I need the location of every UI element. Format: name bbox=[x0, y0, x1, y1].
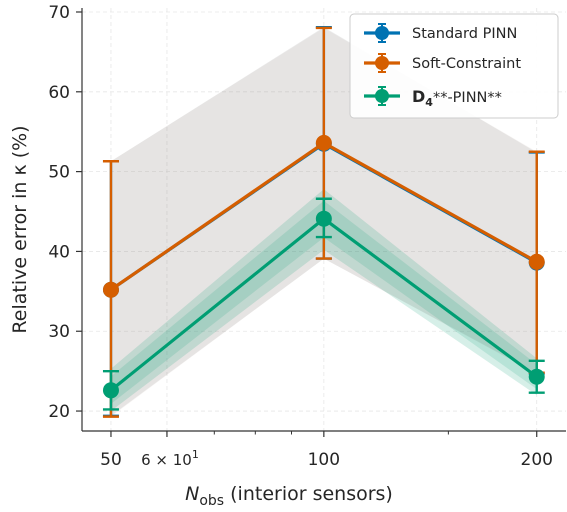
y-tick-label: 30 bbox=[48, 322, 70, 342]
legend-item: Soft-Constraint bbox=[364, 53, 521, 73]
y-axis-label: Relative error in κ (%) bbox=[9, 125, 31, 333]
legend-marker bbox=[375, 26, 389, 40]
data-point bbox=[102, 281, 119, 298]
inner-band bbox=[110, 200, 537, 404]
legend-label: D4**-PINN** bbox=[412, 87, 502, 109]
data-point bbox=[102, 382, 119, 399]
x-tick-label: 100 bbox=[308, 450, 340, 470]
y-tick-label: 20 bbox=[48, 402, 70, 422]
y-tick-label: 60 bbox=[48, 83, 70, 103]
legend-item: Standard PINN bbox=[364, 23, 517, 43]
series-group bbox=[102, 197, 545, 411]
legend-marker bbox=[375, 89, 389, 103]
legend-item: D4**-PINN** bbox=[364, 86, 502, 109]
data-point bbox=[528, 368, 545, 385]
y-tick-label: 40 bbox=[48, 242, 70, 262]
legend-box bbox=[349, 13, 559, 119]
legend: Standard PINN Soft-Constraint D4**-PINN** bbox=[349, 13, 559, 119]
data-point bbox=[315, 134, 332, 151]
y-tick-label: 70 bbox=[48, 3, 70, 23]
x-tick-label: 6 × 101 bbox=[141, 448, 199, 469]
legend-marker bbox=[375, 56, 389, 70]
legend-label: Soft-Constraint bbox=[412, 56, 521, 72]
x-tick-label: 50 bbox=[100, 450, 122, 470]
axes-layer: 20 30 40 50 60 70 50 6 × 101 100 200 Nobs (interio… bbox=[9, 3, 566, 509]
data-point bbox=[315, 210, 332, 227]
y-tick-label: 50 bbox=[48, 163, 70, 183]
x-axis-label: Nobs (interior sensors) bbox=[185, 483, 393, 507]
legend-label: Standard PINN bbox=[412, 26, 517, 42]
series-layer bbox=[102, 25, 545, 418]
data-point bbox=[528, 253, 545, 270]
x-tick-label: 200 bbox=[521, 450, 553, 470]
